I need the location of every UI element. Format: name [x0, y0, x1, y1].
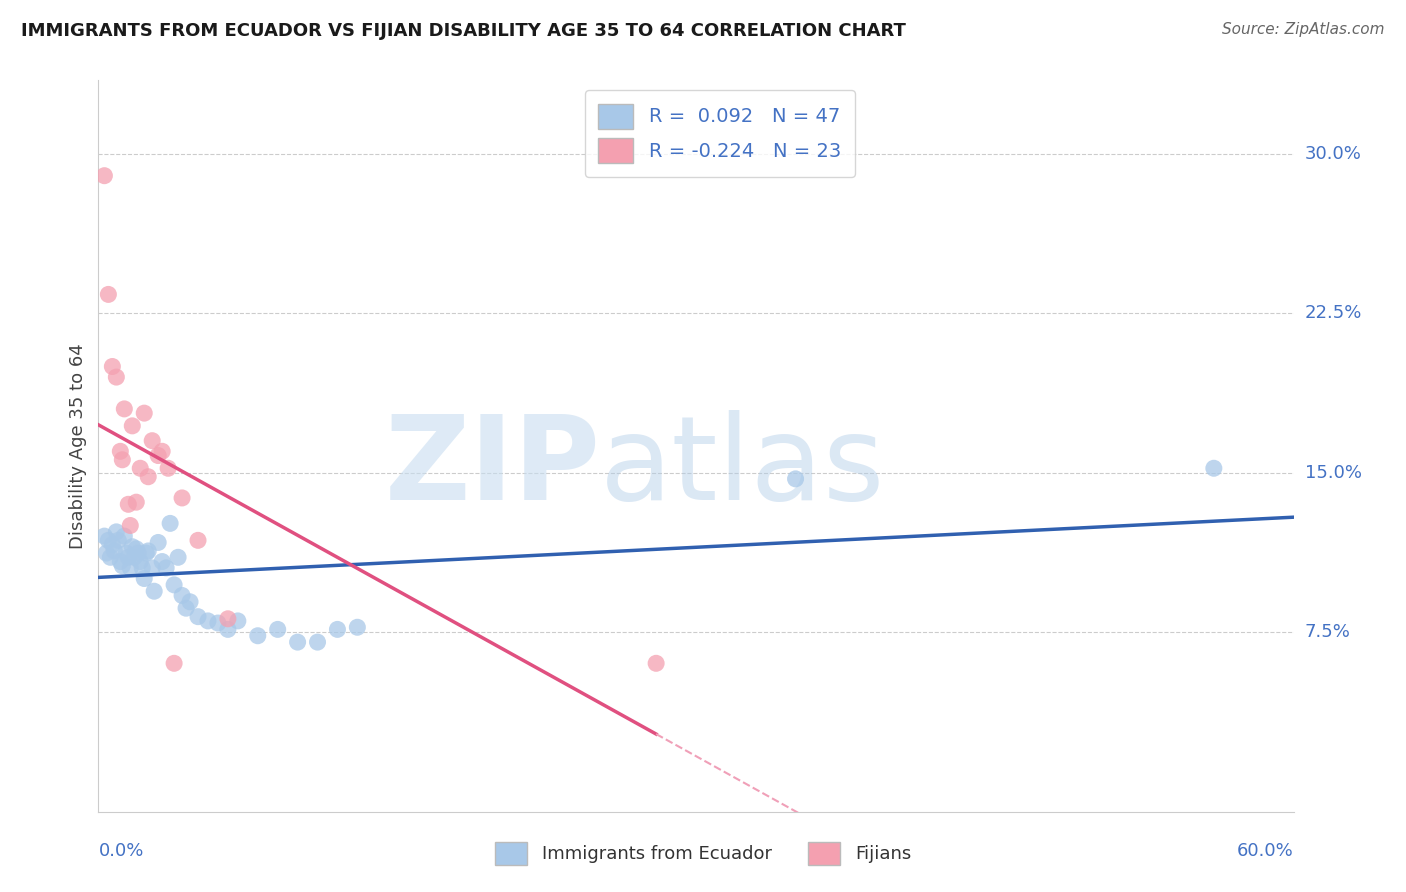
Point [645, 657, 668, 671]
Point [187, 609, 209, 624]
Point [136, 469, 159, 483]
Point [110, 444, 132, 458]
Point [124, 550, 146, 565]
Point [121, 418, 143, 433]
Point [217, 612, 239, 626]
Point [112, 529, 135, 543]
Point [163, 657, 186, 671]
Point [135, 546, 157, 560]
Point [326, 623, 349, 637]
Point [105, 370, 128, 384]
Point [107, 533, 129, 548]
Point [93, 529, 115, 543]
Text: 30.0%: 30.0% [1305, 145, 1361, 163]
Point [117, 497, 139, 511]
Point [125, 541, 148, 556]
Point [103, 544, 125, 558]
Point [141, 434, 163, 448]
Point [143, 584, 166, 599]
Point [97, 287, 120, 301]
Point [136, 544, 159, 558]
Point [148, 535, 170, 549]
Point [197, 614, 219, 628]
Text: atlas: atlas [600, 410, 886, 525]
Point [101, 359, 124, 374]
Legend: R =  0.092   N = 47, R = -0.224   N = 23: R = 0.092 N = 47, R = -0.224 N = 23 [585, 90, 855, 177]
Point [172, 589, 194, 603]
Point [111, 452, 134, 467]
Point [207, 615, 229, 630]
Point [117, 550, 139, 565]
Point [226, 614, 249, 628]
Text: 22.5%: 22.5% [1305, 304, 1362, 323]
Text: 15.0%: 15.0% [1305, 464, 1361, 482]
Text: Source: ZipAtlas.com: Source: ZipAtlas.com [1222, 22, 1385, 37]
Legend: Immigrants from Ecuador, Fijians: Immigrants from Ecuador, Fijians [488, 835, 918, 872]
Y-axis label: Disability Age 35 to 64: Disability Age 35 to 64 [69, 343, 87, 549]
Point [163, 578, 186, 592]
Point [148, 449, 170, 463]
Point [121, 540, 143, 554]
Point [97, 533, 120, 548]
Point [129, 555, 152, 569]
Point [159, 516, 181, 531]
Point [98, 550, 122, 565]
Text: 7.5%: 7.5% [1305, 623, 1351, 640]
Point [131, 561, 153, 575]
Point [187, 533, 209, 548]
Point [246, 629, 269, 643]
Point [134, 406, 156, 420]
Point [174, 601, 197, 615]
Point [96, 546, 118, 560]
Point [167, 550, 190, 565]
Point [120, 518, 142, 533]
Point [127, 546, 149, 560]
Point [217, 623, 239, 637]
Text: 0.0%: 0.0% [98, 842, 143, 860]
Point [1202, 461, 1225, 475]
Point [172, 491, 194, 505]
Point [120, 561, 142, 575]
Point [150, 555, 173, 569]
Point [287, 635, 309, 649]
Point [105, 524, 128, 539]
Point [115, 546, 138, 560]
Point [141, 561, 163, 575]
Text: 60.0%: 60.0% [1237, 842, 1294, 860]
Text: IMMIGRANTS FROM ECUADOR VS FIJIAN DISABILITY AGE 35 TO 64 CORRELATION CHART: IMMIGRANTS FROM ECUADOR VS FIJIAN DISABI… [21, 22, 905, 40]
Point [93, 169, 115, 183]
Point [134, 572, 156, 586]
Point [125, 495, 148, 509]
Point [129, 461, 152, 475]
Point [155, 561, 177, 575]
Point [785, 472, 807, 486]
Point [150, 444, 173, 458]
Point [267, 623, 290, 637]
Point [307, 635, 329, 649]
Point [179, 595, 201, 609]
Point [157, 461, 180, 475]
Point [101, 538, 124, 552]
Point [110, 555, 132, 569]
Point [112, 401, 135, 416]
Point [346, 620, 368, 634]
Text: ZIP: ZIP [384, 410, 600, 525]
Point [111, 558, 134, 573]
